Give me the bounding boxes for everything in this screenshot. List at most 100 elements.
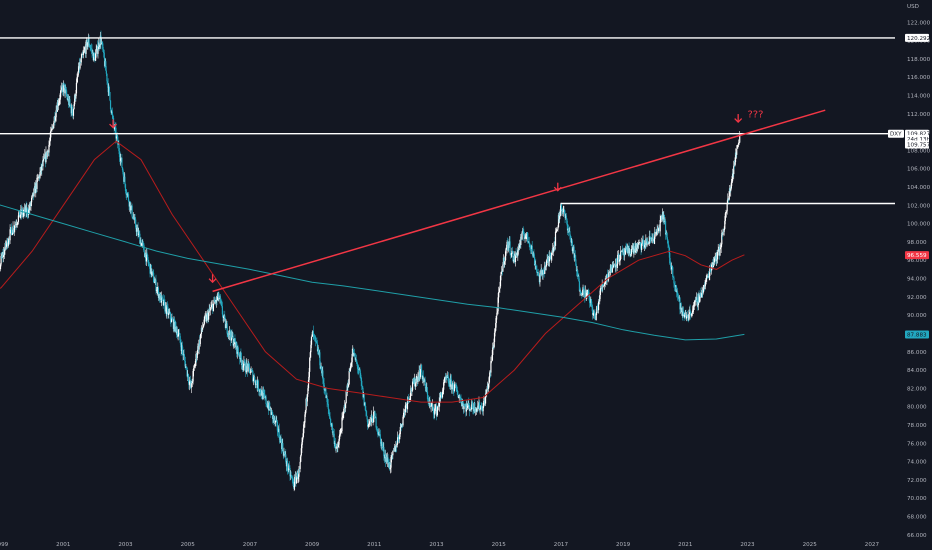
candle-body (247, 363, 249, 372)
candle-body (646, 241, 648, 246)
candle-body (348, 371, 350, 385)
candle-body (631, 248, 633, 250)
candle-body (704, 284, 706, 290)
candle-body (523, 235, 526, 239)
candle-body (375, 417, 377, 428)
candle-body (730, 182, 732, 189)
price-tick-label: 78.000 (907, 423, 927, 429)
trendline[interactable] (212, 109, 826, 293)
candle-body (468, 405, 470, 411)
moving-average-red (0, 140, 745, 403)
candle-body (83, 51, 85, 54)
candle-body (510, 253, 512, 255)
candle-body (690, 311, 692, 316)
candle-body (11, 233, 14, 236)
candle-body (337, 447, 339, 448)
candle-body (624, 247, 627, 255)
candle-body (730, 188, 732, 192)
candle-body (240, 352, 242, 359)
candle-body (138, 232, 140, 234)
currency-label: USD (907, 4, 919, 10)
candle-body (495, 315, 497, 324)
candle-body (118, 144, 120, 152)
candle-body (368, 421, 371, 425)
candle-body (175, 322, 177, 327)
candle-body (578, 281, 581, 292)
candle-body (301, 437, 304, 443)
candle-body (467, 405, 469, 409)
candle-body (186, 367, 188, 377)
candle-body (520, 236, 522, 246)
candle-body (666, 232, 668, 238)
candle-body (125, 191, 127, 195)
candle-body (557, 214, 560, 228)
candle-body (306, 394, 308, 402)
price-tick-label: 114.000 (907, 94, 931, 100)
candle-body (289, 467, 291, 477)
candle-body (522, 230, 524, 234)
price-axis[interactable]: USD 66.000 68.000 70.000 72.000 74.000 76.000… (907, 4, 931, 539)
candle-body (401, 424, 403, 428)
candle-body (339, 432, 341, 435)
candle-body (709, 268, 711, 276)
candle-body (160, 295, 162, 303)
candle-body (249, 368, 251, 374)
candle-body (234, 338, 236, 343)
candle-body (556, 229, 558, 231)
candle-body (586, 291, 588, 293)
time-axis[interactable]: 1999 2001 2003 2005 2007 2009 2011 2013 2015 2017… (0, 542, 879, 548)
candle-body (322, 379, 325, 384)
candle-body (360, 378, 362, 381)
candle-body (700, 292, 702, 298)
candle-body (535, 264, 537, 266)
candle-body (556, 230, 558, 231)
candle-body (345, 390, 347, 404)
candle-body (450, 378, 452, 380)
candle-body (82, 53, 84, 55)
candle-body (373, 411, 375, 423)
candle-body (723, 228, 725, 232)
candle-body (352, 349, 354, 356)
candle-body (414, 383, 417, 387)
candle-body (510, 253, 512, 255)
candle-body (655, 231, 658, 233)
candle-body (523, 233, 525, 236)
price-tick-label: 108.000 (907, 148, 931, 154)
candle-body (693, 304, 695, 310)
candle-body (478, 401, 481, 411)
candle-body (252, 378, 255, 382)
symbol-tag: DXY (888, 129, 904, 138)
candle-body (240, 358, 243, 365)
candle-body (488, 377, 490, 384)
candle-body (408, 398, 411, 401)
candle-body (495, 323, 497, 331)
candle-body (155, 279, 157, 292)
svg-text:DXY: DXY (890, 132, 902, 138)
candle-body (280, 437, 282, 442)
candle-body (237, 346, 239, 352)
candle-body (62, 82, 64, 92)
candle-body (461, 402, 463, 407)
candle-body (399, 430, 401, 437)
candle-body (434, 408, 436, 410)
price-tick-label: 102.000 (907, 203, 931, 209)
candle-body (565, 215, 567, 219)
candle-body (453, 384, 456, 392)
candle-body (342, 415, 344, 418)
candle-body (575, 259, 577, 266)
candle-body (314, 336, 316, 338)
candle-body (583, 287, 585, 289)
candle-body (694, 301, 696, 303)
candle-body (262, 391, 264, 399)
candle-body (297, 476, 299, 479)
candle-body (376, 427, 378, 430)
candle-body (583, 288, 585, 298)
candle-body (299, 461, 301, 469)
candle-body (246, 363, 248, 367)
candle-body (75, 82, 78, 94)
candle-body (496, 311, 499, 313)
candle-body (734, 162, 736, 166)
candle-body (426, 391, 429, 399)
candle-body (157, 287, 159, 298)
